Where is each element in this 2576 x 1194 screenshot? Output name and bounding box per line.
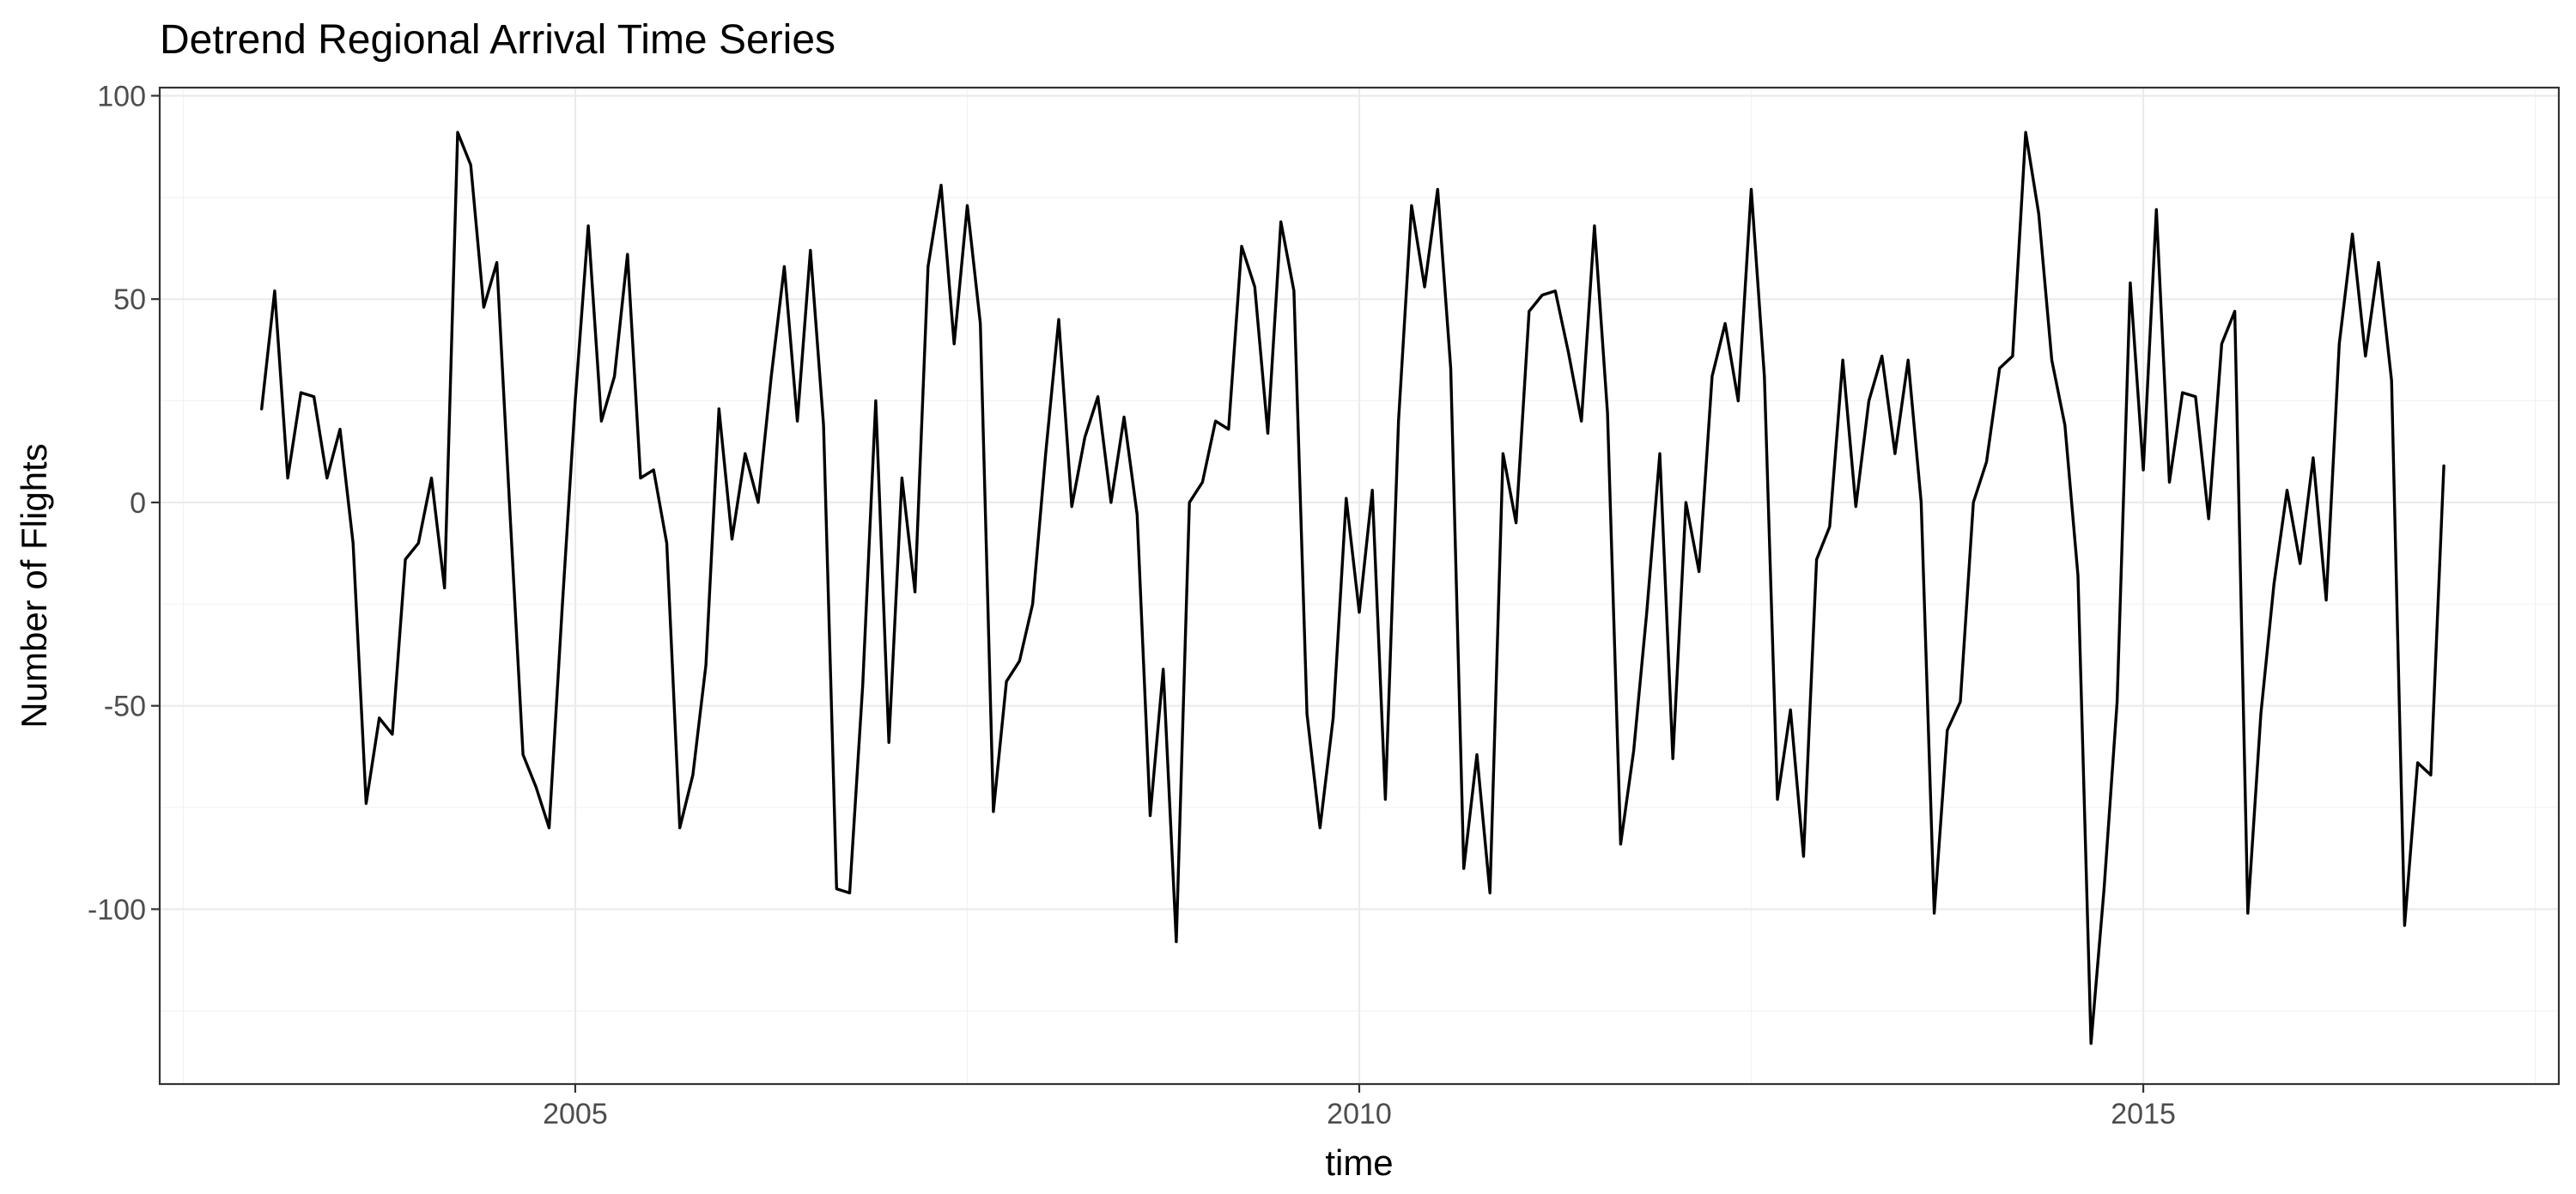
- series-line-0: [260, 131, 2445, 1045]
- y-tick-label: 100: [97, 80, 146, 113]
- axes: -100 -50 0 50 100 2005 2010 2015: [88, 80, 2176, 1130]
- x-tick-label: 2010: [1327, 1098, 1392, 1130]
- y-tick-label: -100: [88, 893, 146, 926]
- y-axis-title: Number of Flights: [14, 443, 54, 728]
- y-tick-label: 0: [130, 487, 146, 520]
- y-tick-label: -50: [104, 691, 146, 723]
- grid-lines: [160, 88, 2559, 1084]
- x-tick-label: 2005: [543, 1098, 608, 1130]
- x-tick-label: 2015: [2111, 1098, 2176, 1130]
- x-axis-title: time: [1325, 1142, 1393, 1183]
- y-tick-label: 50: [113, 283, 146, 316]
- series-layer: [260, 131, 2445, 1045]
- chart-title: Detrend Regional Arrival Time Series: [160, 17, 835, 63]
